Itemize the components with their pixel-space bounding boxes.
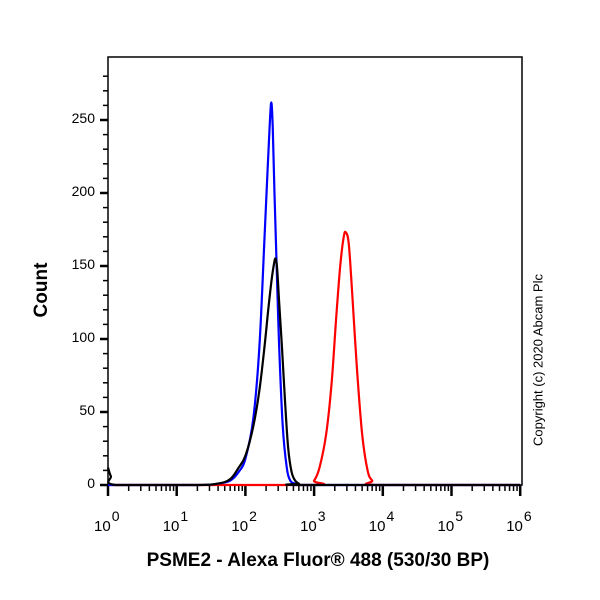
y-tick-label: 250 — [71, 110, 95, 126]
black-histogram-line — [106, 257, 521, 487]
x-tick-label: 106 — [506, 508, 532, 535]
histogram-curves — [106, 101, 521, 487]
y-tick-label: 150 — [71, 256, 95, 272]
x-tick-label: 105 — [437, 508, 463, 535]
y-tick-label: 100 — [71, 329, 95, 345]
y-tick-label: 50 — [79, 402, 95, 418]
y-axis — [100, 75, 108, 487]
y-tick-label: 0 — [87, 475, 95, 491]
y-tick-label: 200 — [71, 183, 95, 199]
x-tick-label: 102 — [231, 508, 257, 535]
x-tick-label: 103 — [300, 508, 326, 535]
x-axis-label-text: PSME2 - Alexa Fluor® 488 (530/30 BP) — [146, 550, 490, 571]
copyright-annotation: Copyright (c) 2020 Abcam Plc — [528, 230, 548, 490]
red-histogram-line — [108, 230, 521, 487]
x-tick-label: 104 — [368, 508, 395, 535]
x-tick-label: 100 — [94, 508, 120, 535]
x-axis-label: PSME2 - Alexa Fluor® 488 (530/30 BP) — [0, 550, 600, 572]
plot-frame — [107, 56, 523, 486]
y-axis-label-text: Count — [31, 262, 52, 318]
x-axis — [106, 485, 522, 496]
copyright-text: Copyright (c) 2020 Abcam Plc — [530, 274, 546, 446]
x-tick-label: 101 — [162, 508, 189, 535]
y-axis-label: Count — [22, 250, 62, 330]
